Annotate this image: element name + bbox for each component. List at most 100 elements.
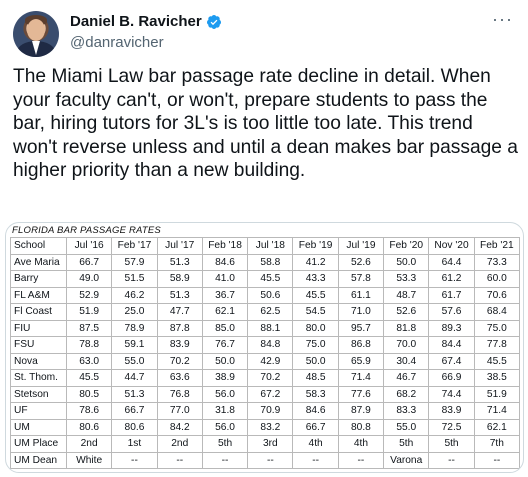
rate-cell: 74.4	[428, 385, 475, 403]
rate-cell: 46.7	[383, 369, 430, 387]
rate-cell: 55.0	[111, 352, 158, 370]
table-row: FL A&M 52.9 46.2 51.3 36.7 50.6 45.5 61.1 48.7 61…	[10, 286, 521, 304]
rate-cell: 31.8	[201, 402, 249, 420]
rate-cell: 51.3	[156, 253, 203, 271]
rate-cell: 66.9	[428, 369, 475, 387]
rate-cell: 68.2	[383, 385, 430, 403]
rate-cell: 48.5	[292, 369, 339, 387]
rate-cell: 66.7	[65, 253, 113, 271]
rate-cell: 45.5	[65, 369, 113, 387]
rate-cell: 78.8	[65, 336, 113, 354]
rate-cell: 80.6	[65, 418, 113, 436]
rate-cell: 63.0	[65, 352, 113, 370]
rate-cell: 73.3	[473, 253, 521, 271]
table-row: Barry 49.0 51.5 58.9 41.0 45.5 43.3 57.8 53.3 61.…	[10, 270, 521, 288]
rate-cell: 60.0	[473, 270, 521, 288]
rate-cell: --	[247, 451, 294, 469]
rate-cell: 83.9	[156, 336, 203, 354]
rate-cell: White	[65, 451, 113, 469]
more-icon[interactable]: ···	[492, 9, 513, 29]
rate-cell: 4th	[292, 435, 339, 453]
table-row: UM Dean White -- -- -- -- -- -- Varona -- --	[10, 451, 521, 469]
rate-cell: 48.7	[383, 286, 430, 304]
rate-cell: 57.8	[337, 270, 385, 288]
rate-cell: 50.0	[201, 352, 249, 370]
rate-cell: 3rd	[247, 435, 294, 453]
rate-cell: 95.7	[337, 319, 385, 337]
rate-cell: 77.0	[156, 402, 203, 420]
rate-cell: 5th	[428, 435, 475, 453]
school-name-cell: Fl Coast	[10, 303, 67, 321]
rate-cell: 61.2	[428, 270, 475, 288]
rate-cell: 36.7	[201, 286, 249, 304]
rate-cell: 45.5	[292, 286, 339, 304]
rate-cell: 50.6	[247, 286, 294, 304]
column-header: School	[10, 237, 67, 255]
rate-cell: 62.5	[247, 303, 294, 321]
rate-cell: 84.2	[156, 418, 203, 436]
rate-cell: 84.8	[247, 336, 294, 354]
rate-cell: 62.1	[473, 418, 521, 436]
tweet-image[interactable]: FLORIDA BAR PASSAGE RATES School Jul '16…	[5, 222, 524, 473]
rate-cell: 67.4	[428, 352, 475, 370]
rate-cell: 61.7	[428, 286, 475, 304]
column-header: Feb '18	[201, 237, 249, 255]
rate-cell: 83.3	[383, 402, 430, 420]
rate-cell: 51.5	[111, 270, 158, 288]
rate-cell: 5th	[201, 435, 249, 453]
table-row: UM 80.6 80.6 84.2 56.0 83.2 66.7 80.8 55.0 72.5 62…	[10, 418, 521, 436]
rate-cell: 58.3	[292, 385, 339, 403]
verified-badge-icon	[206, 14, 221, 29]
school-name-cell: FL A&M	[10, 286, 67, 304]
rate-cell: 87.9	[337, 402, 385, 420]
rate-cell: 70.2	[247, 369, 294, 387]
rate-cell: 55.0	[383, 418, 430, 436]
school-name-cell: St. Thom.	[10, 369, 67, 387]
rate-cell: 81.8	[383, 319, 430, 337]
rate-cell: 80.0	[292, 319, 339, 337]
rate-cell: --	[201, 451, 249, 469]
rate-cell: 83.2	[247, 418, 294, 436]
column-header: Feb '19	[292, 237, 339, 255]
rate-cell: 61.1	[337, 286, 385, 304]
rate-cell: 2nd	[156, 435, 203, 453]
rate-cell: 59.1	[111, 336, 158, 354]
rate-cell: --	[473, 451, 521, 469]
author-row[interactable]: Daniel B. Ravicher	[70, 13, 222, 30]
rate-cell: 45.5	[473, 352, 521, 370]
rate-cell: 80.6	[111, 418, 158, 436]
rate-cell: 78.6	[65, 402, 113, 420]
rate-cell: 51.9	[473, 385, 521, 403]
rate-cell: 38.5	[473, 369, 521, 387]
column-header: Jul '17	[156, 237, 203, 255]
table-row: UF 78.6 66.7 77.0 31.8 70.9 84.6 87.9 83.3 83.9 71…	[10, 402, 521, 420]
rate-cell: 66.7	[111, 402, 158, 420]
rate-cell: 71.4	[473, 402, 521, 420]
rate-cell: 78.9	[111, 319, 158, 337]
rate-cell: 89.3	[428, 319, 475, 337]
table-row: Stetson 80.5 51.3 76.8 56.0 67.2 58.3 77.6 68.2 7…	[10, 385, 521, 403]
rate-cell: 65.9	[337, 352, 385, 370]
rate-cell: 50.0	[383, 253, 430, 271]
rate-cell: 70.0	[383, 336, 430, 354]
author-handle[interactable]: @danravicher	[70, 34, 164, 51]
school-name-cell: Nova	[10, 352, 67, 370]
table-row: UM Place 2nd 1st 2nd 5th 3rd 4th 4th 5th 5th 7th	[10, 435, 521, 453]
rate-cell: 41.2	[292, 253, 339, 271]
rate-cell: 43.3	[292, 270, 339, 288]
school-name-cell: UM Dean	[10, 451, 67, 469]
table-row: Ave Maria 66.7 57.9 51.3 84.6 58.8 41.2 52.6 50.…	[10, 253, 521, 271]
school-name-cell: Barry	[10, 270, 67, 288]
rate-cell: 77.6	[337, 385, 385, 403]
rate-cell: --	[156, 451, 203, 469]
rate-cell: 38.9	[201, 369, 249, 387]
rate-cell: 75.0	[473, 319, 521, 337]
rate-cell: 87.8	[156, 319, 203, 337]
rate-cell: 56.0	[201, 418, 249, 436]
table-title: FLORIDA BAR PASSAGE RATES	[12, 225, 161, 236]
avatar[interactable]	[13, 11, 59, 57]
school-name-cell: UM Place	[10, 435, 67, 453]
rate-cell: 47.7	[156, 303, 203, 321]
author-name[interactable]: Daniel B. Ravicher	[70, 13, 202, 30]
rate-cell: 30.4	[383, 352, 430, 370]
